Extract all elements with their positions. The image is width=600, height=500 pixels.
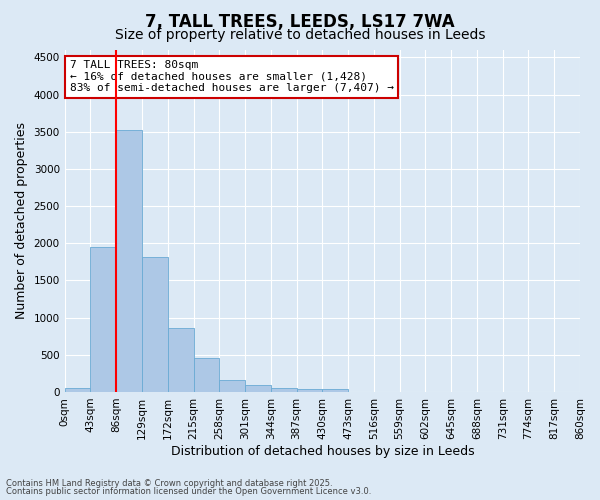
Bar: [193, 358, 219, 392]
Text: Size of property relative to detached houses in Leeds: Size of property relative to detached ho…: [115, 28, 485, 42]
Text: Contains HM Land Registry data © Crown copyright and database right 2025.: Contains HM Land Registry data © Crown c…: [6, 478, 332, 488]
X-axis label: Distribution of detached houses by size in Leeds: Distribution of detached houses by size …: [170, 444, 474, 458]
Bar: [91, 247, 116, 392]
Text: 7, TALL TREES, LEEDS, LS17 7WA: 7, TALL TREES, LEEDS, LS17 7WA: [145, 12, 455, 30]
Bar: [296, 388, 322, 392]
Text: Contains public sector information licensed under the Open Government Licence v3: Contains public sector information licen…: [6, 487, 371, 496]
Y-axis label: Number of detached properties: Number of detached properties: [15, 122, 28, 320]
Bar: [116, 130, 142, 392]
Bar: [142, 256, 168, 392]
Bar: [168, 328, 193, 392]
Text: 7 TALL TREES: 80sqm
← 16% of detached houses are smaller (1,428)
83% of semi-det: 7 TALL TREES: 80sqm ← 16% of detached ho…: [70, 60, 394, 94]
Bar: [271, 388, 296, 392]
Bar: [322, 390, 348, 392]
Bar: [219, 380, 245, 392]
Bar: [65, 388, 91, 392]
Bar: [245, 384, 271, 392]
